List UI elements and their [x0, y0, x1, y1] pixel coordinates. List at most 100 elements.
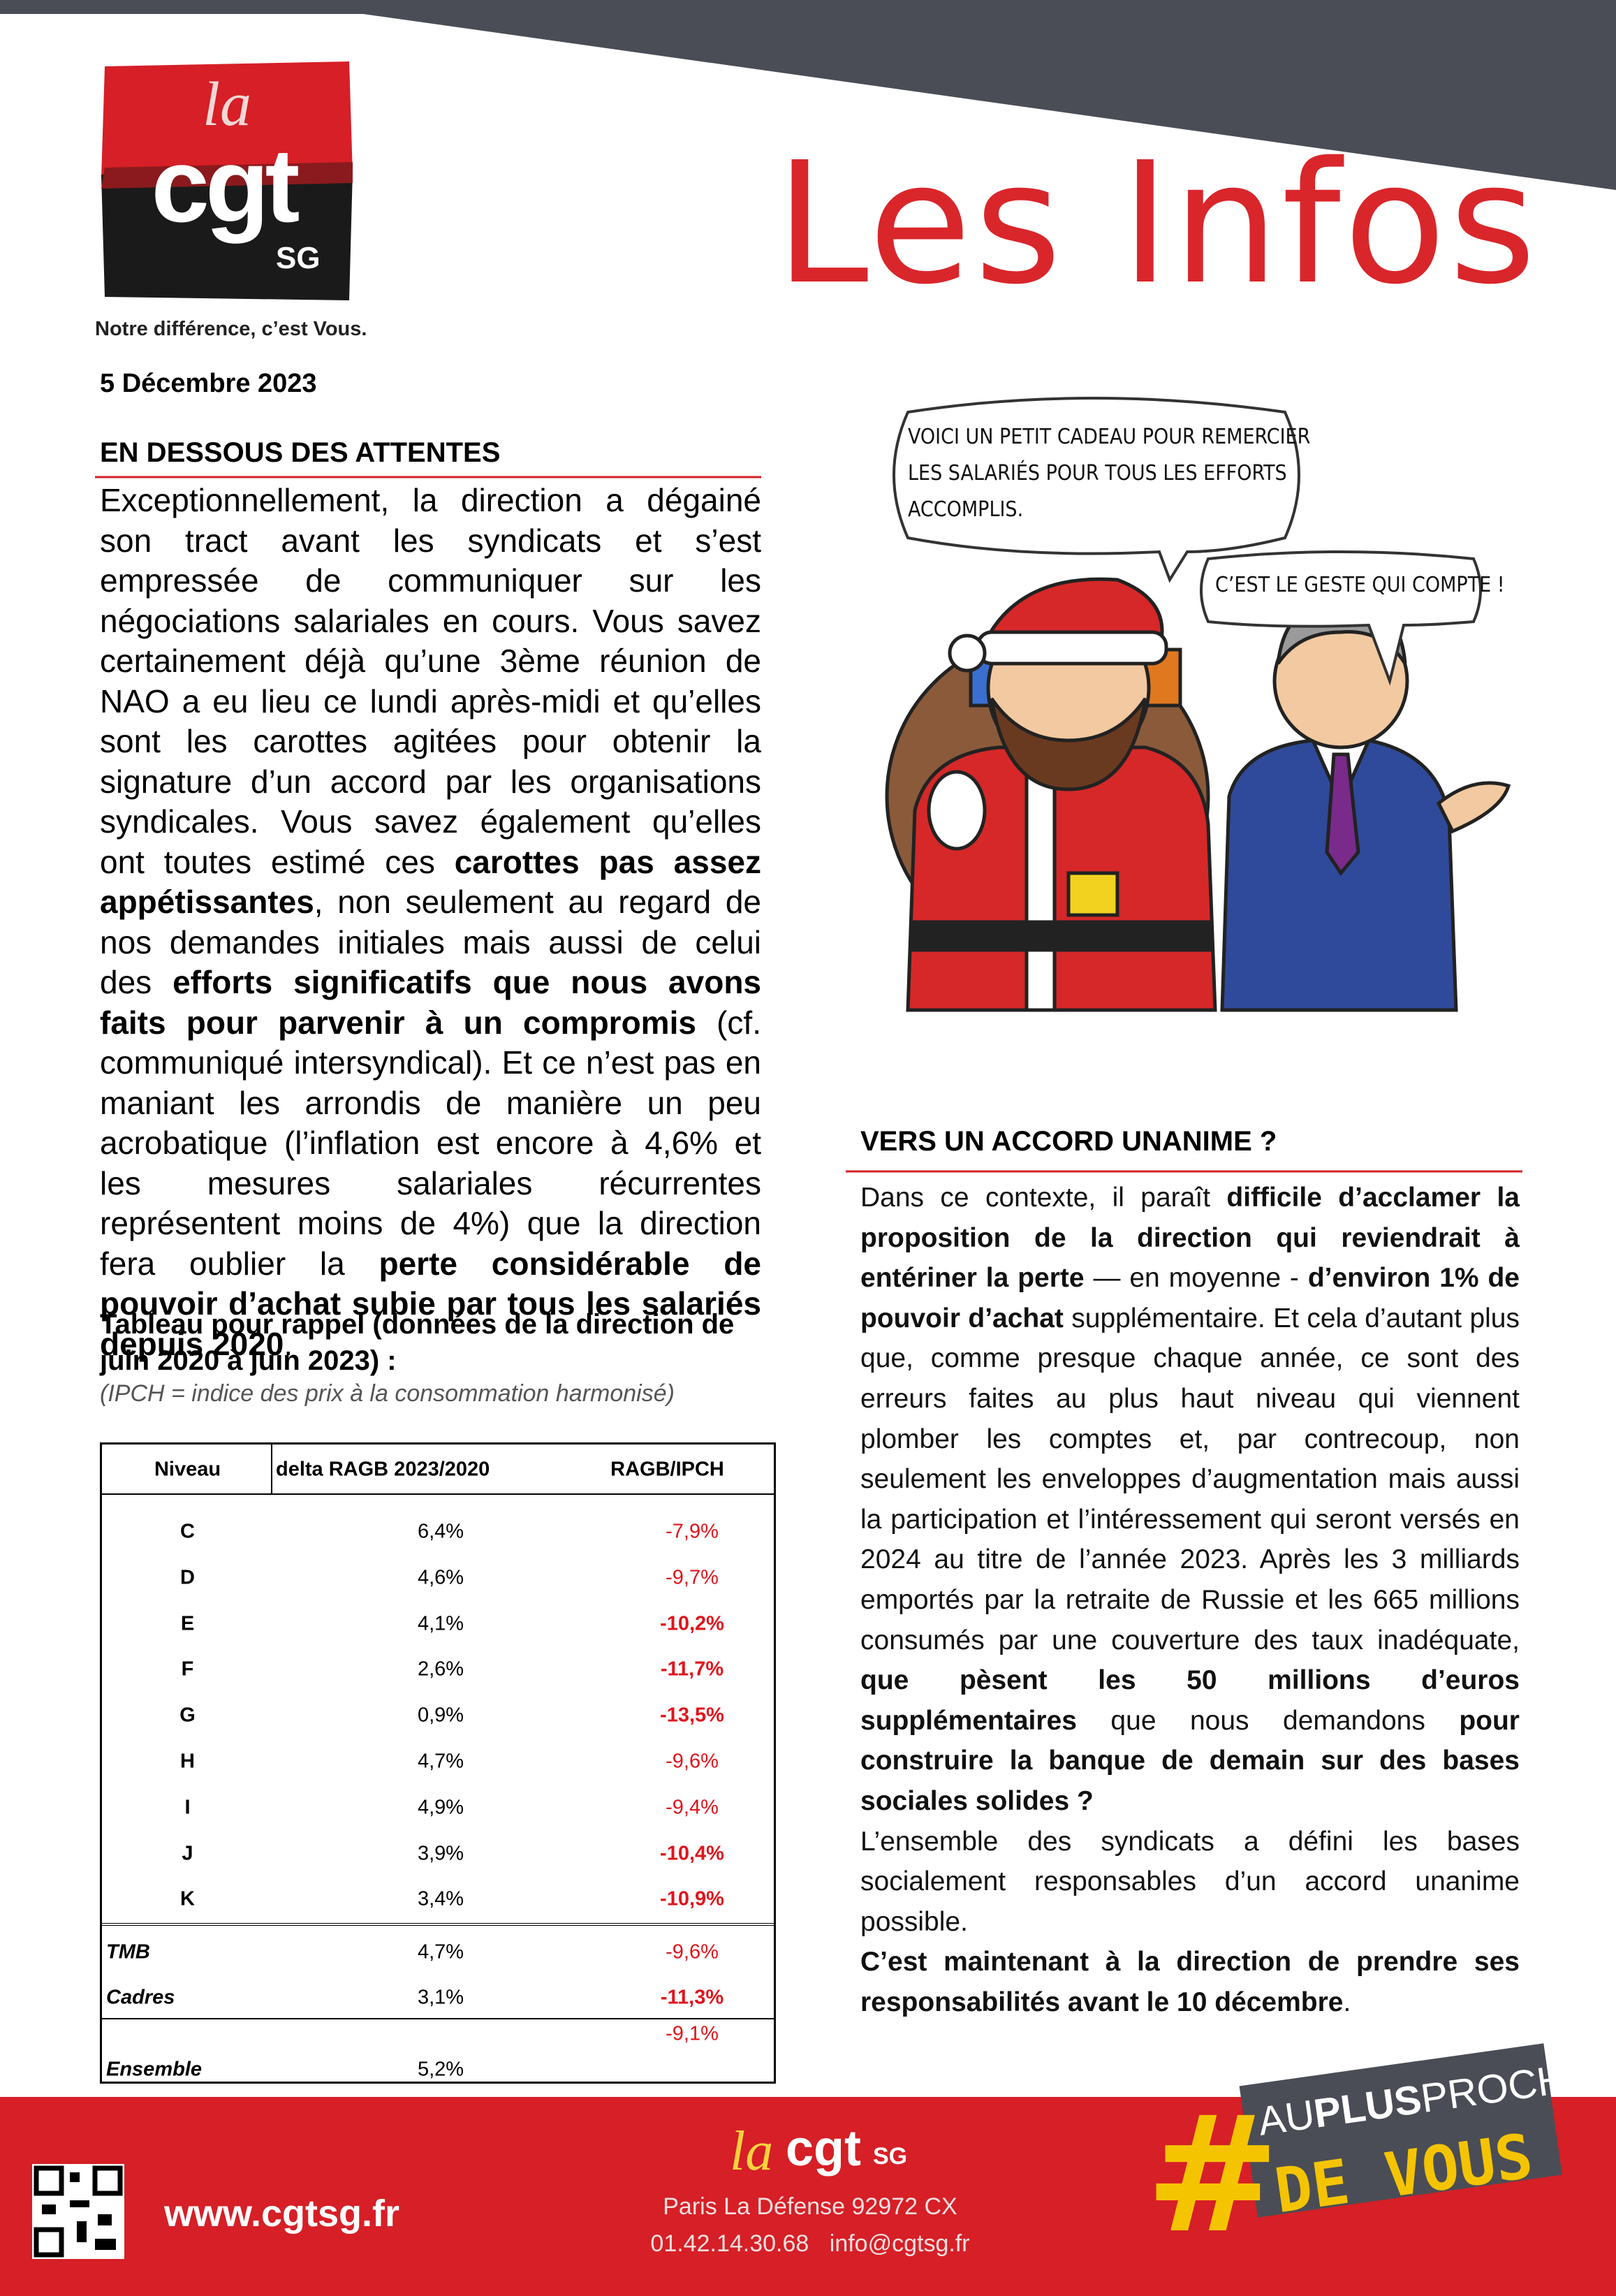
table-ratio: -7,9% [666, 1520, 719, 1543]
table-ratio: -10,4% [660, 1842, 724, 1865]
cartoon [885, 577, 1511, 1012]
table-level: D [180, 1566, 195, 1589]
bold-text: difficile d’acclamer la proposition de l… [860, 1183, 1520, 1294]
logo-sg: SG [276, 241, 321, 275]
text: , non seulement au regard de nos demande… [100, 884, 761, 1000]
bubble-text: VOICI UN PETIT CADEAU POUR REMERCIER [908, 425, 1311, 449]
date: 5 Décembre 2023 [100, 369, 317, 398]
table-delta: 4,9% [417, 1796, 464, 1819]
paragraph: C’est maintenant à la direction de prend… [860, 1942, 1520, 2022]
hashtag: # [1145, 2082, 1280, 2269]
table-level: I [184, 1796, 191, 1819]
table-ratio: -10,2% [660, 1612, 724, 1635]
table-level: TMB [106, 1940, 150, 1964]
logo-la: la [202, 70, 251, 139]
text: supplémentaire. Et cela d’autant plus qu… [860, 1303, 1520, 1655]
table-delta: 4,7% [417, 1940, 464, 1964]
bold-text: efforts significatifs que nous avons fai… [100, 964, 762, 1041]
table-level: K [180, 1887, 195, 1910]
table-ratio: -11,3% [660, 1986, 724, 2009]
table-rule [271, 1445, 272, 1493]
body-text: Dans ce contexte, il paraît difficile d’… [860, 1178, 1520, 2022]
text: . [1343, 1987, 1351, 2017]
section-heading: VERS UN ACCORD UNANIME ? [860, 1126, 1277, 1157]
table-delta: 3,1% [417, 1986, 464, 2009]
text: Dans ce contexte, il paraît [860, 1183, 1227, 1213]
text: . [284, 1325, 293, 1362]
table-delta: 4,1% [417, 1612, 464, 1635]
contact: 01.42.14.30.68 info@cgtsg.fr [629, 2230, 992, 2258]
bold-text: carottes pas assez appétissantes [100, 843, 761, 921]
table-ratio: -10,9% [660, 1887, 724, 1910]
table-level: G [179, 1704, 196, 1727]
table-level: H [180, 1750, 195, 1773]
footer-logo-cgt: cgt [786, 2121, 861, 2177]
table-ratio: -11,7% [660, 1658, 724, 1681]
table-rule [102, 2018, 774, 2019]
table-level: Cadres [106, 1986, 175, 2009]
table-delta: 6,4% [417, 1520, 464, 1543]
table-delta: 3,9% [417, 1842, 464, 1865]
text: (cf. communiqué intersyndical). Et ce n’… [100, 1004, 761, 1282]
header-band [0, 0, 1616, 190]
bold-text: pour construire la banque de demain sur … [860, 1705, 1520, 1816]
table-header-cell: RAGB/IPCH [610, 1458, 724, 1481]
table-ratio: -9,6% [666, 1940, 719, 1964]
table-note: (IPCH = indice des prix à la consommatio… [100, 1380, 675, 1407]
speech-bubbles [893, 397, 1482, 686]
logo-mark [101, 61, 353, 300]
paragraph: Dans ce contexte, il paraît difficile d’… [860, 1178, 1520, 1822]
website: www.cgtsg.fr [164, 2193, 400, 2235]
slogan-badge [1239, 2043, 1562, 2218]
phone: 01.42.14.30.68 [650, 2230, 809, 2257]
table-delta: 2,6% [417, 1658, 464, 1681]
table-header-cell: Niveau [154, 1458, 221, 1481]
table-delta: 4,6% [417, 1566, 464, 1589]
qr-code [32, 2164, 124, 2259]
bubble-text: ACCOMPLIS. [908, 497, 1024, 522]
table-header-cell: delta RAGB 2023/2020 [276, 1458, 490, 1481]
table-level: C [180, 1520, 195, 1543]
text: L’ensemble des syndicats a défini les ba… [860, 1826, 1520, 1937]
table-level: Ensemble [106, 2058, 202, 2081]
table: Niveau delta RAGB 2023/2020 RAGB/IPCH C 6,4%… [100, 1442, 776, 2084]
table-ratio: -9,1% [666, 2022, 719, 2045]
table-level: E [180, 1612, 195, 1635]
footer-logo-la: la [730, 2121, 774, 2182]
table-rule [102, 1923, 774, 1926]
logo-cgt: cgt [151, 126, 300, 244]
paragraph: L’ensemble des syndicats a défini les ba… [860, 1822, 1520, 1943]
text: — en moyenne - [1084, 1263, 1308, 1294]
title: Les Infos [775, 126, 1539, 321]
tagline: Notre différence, c’est Vous. [95, 318, 367, 340]
table-ratio: -9,4% [666, 1796, 719, 1819]
table-delta: 3,4% [417, 1887, 464, 1910]
paragraph: Exceptionnellement, la direction a dégai… [100, 481, 761, 1364]
table-delta: 0,9% [417, 1704, 464, 1727]
footer-logo-sg: SG [873, 2143, 908, 2170]
body-text: Exceptionnellement, la direction a dégai… [100, 481, 761, 1364]
text: Exceptionnellement, la direction a dégai… [100, 482, 761, 880]
bold-text: que pèsent les 50 millions d’euros suppl… [860, 1665, 1520, 1736]
address: Paris La Défense 92972 CX [663, 2193, 957, 2220]
table-rule [102, 1493, 774, 1495]
table-ratio: -9,6% [666, 1750, 719, 1773]
text: que nous demandons [1076, 1705, 1460, 1736]
bold-text: perte considérable de pouvoir d’achat su… [100, 1245, 761, 1362]
section-heading: EN DESSOUS DES ATTENTES [100, 437, 501, 468]
table-level: F [181, 1658, 194, 1681]
table-level: J [182, 1842, 193, 1865]
bubble-text: LES SALARIÉS POUR TOUS LES EFFORTS [908, 461, 1287, 485]
table-delta: 4,7% [417, 1750, 464, 1773]
bold-text: C’est maintenant à la direction de prend… [860, 1947, 1520, 2017]
table-ratio: -13,5% [660, 1704, 724, 1727]
slogan-au: AU [1255, 2091, 1318, 2144]
table-caption: Tableau pour rappel (données de la direc… [100, 1309, 735, 1376]
email: info@cgtsg.fr [829, 2230, 970, 2257]
bold-text: d’environ 1% de pouvoir d’achat [860, 1263, 1520, 1333]
table-ratio: -9,7% [666, 1566, 719, 1589]
table-delta: 5,2% [417, 2058, 464, 2081]
bubble-text: C’EST LE GESTE QUI COMPTE ! [1215, 573, 1505, 597]
